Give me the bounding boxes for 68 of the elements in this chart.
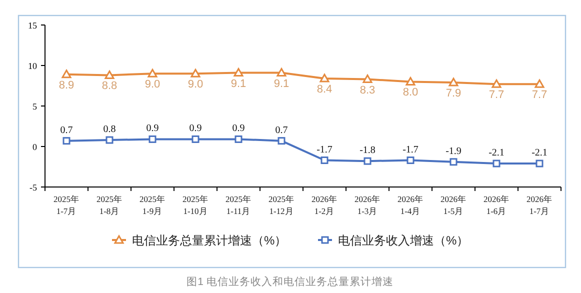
y-tick-label: 15 <box>28 20 38 30</box>
data-label: 8.9 <box>58 79 74 92</box>
y-tick-label: -5 <box>30 182 38 192</box>
point <box>534 79 544 88</box>
point <box>448 78 458 86</box>
x-tick-label: 2026年 1-2月 <box>312 194 338 216</box>
x-tick-label: 2025年 1-7月 <box>54 194 80 216</box>
data-label: -1.8 <box>360 145 376 156</box>
data-label: 0.9 <box>146 123 159 134</box>
y-tick-label: 10 <box>28 61 38 71</box>
legend-label: 电信业务总量累计增速（%） <box>132 234 287 248</box>
point <box>362 74 372 84</box>
point <box>148 68 158 78</box>
data-label: 9.1 <box>274 78 290 90</box>
point <box>62 70 72 78</box>
data-label: 8.3 <box>360 84 376 96</box>
point <box>364 157 372 165</box>
data-label: 8.0 <box>402 86 418 99</box>
point <box>450 158 458 166</box>
data-label: 0.9 <box>232 123 245 134</box>
x-tick-label: 2025年 1-8月 <box>96 194 122 216</box>
legend-label: 电信业务收入增速（%） <box>338 234 469 248</box>
data-label: 7.7 <box>488 89 504 102</box>
data-label: 0.7 <box>60 124 73 136</box>
point <box>320 74 330 82</box>
data-label: -1.7 <box>316 144 332 156</box>
x-tick-label: 2026年 1-6月 <box>484 194 510 216</box>
y-tick-label: 5 <box>32 102 38 112</box>
x-tick-label: 2025年 1-9月 <box>140 194 166 216</box>
data-label: 0.7 <box>275 124 288 136</box>
x-tick-label: 2025年 1-12月 <box>268 194 294 216</box>
x-tick-label: 2025年 1-11月 <box>226 194 252 216</box>
x-tick-label: 2025年 1-10月 <box>182 194 208 216</box>
point <box>104 70 114 79</box>
point <box>406 156 414 164</box>
data-label: -2.1 <box>532 148 548 159</box>
point <box>234 68 244 77</box>
x-tick-label: 2026年 1-5月 <box>440 194 466 216</box>
point <box>278 137 286 145</box>
point <box>62 137 70 145</box>
point <box>148 135 156 143</box>
point <box>190 68 200 78</box>
point <box>192 135 200 143</box>
point <box>320 156 328 164</box>
data-label: 9.1 <box>230 78 246 90</box>
data-label: 9.0 <box>144 78 160 91</box>
text: 图1 电信业务收入和电信业务总量累计增速 <box>186 275 394 288</box>
x-tick-label: 2026年 1-4月 <box>398 194 424 216</box>
data-label: 0.8 <box>103 124 116 136</box>
point <box>276 68 286 77</box>
data-label: -1.7 <box>402 144 418 156</box>
data-label: 7.7 <box>532 89 548 102</box>
x-tick-label: 2026年 1-3月 <box>354 194 380 216</box>
data-label: 7.9 <box>446 88 462 100</box>
data-label: 8.4 <box>316 83 332 96</box>
y-tick-label: 0 <box>32 142 38 152</box>
point <box>234 135 242 143</box>
data-label: -1.9 <box>446 146 462 157</box>
data-label: 0.9 <box>189 123 202 134</box>
point <box>492 160 500 168</box>
data-label: 8.8 <box>102 80 118 92</box>
point <box>406 76 416 86</box>
point <box>536 160 544 168</box>
point <box>106 136 114 144</box>
point <box>492 79 502 88</box>
x-tick-label: 2026年 1-7月 <box>526 194 552 216</box>
data-label: -2.1 <box>488 148 504 159</box>
data-label: 9.0 <box>188 78 204 91</box>
